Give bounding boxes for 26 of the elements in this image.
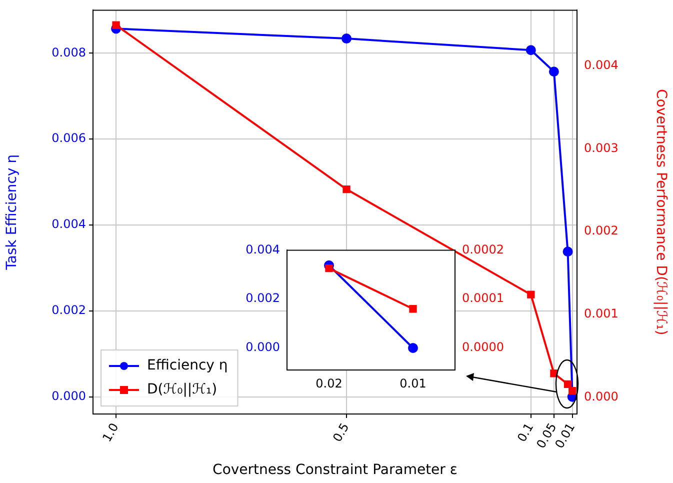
y-axis-title: Task Efficiency η xyxy=(4,154,20,271)
y-tick-label: 0.004 xyxy=(52,217,86,232)
y2-tick-label: 0.0000 xyxy=(462,340,504,354)
legend-label: D(ℋ₀||ℋ₁) xyxy=(147,382,218,398)
y-tick-label: 0.002 xyxy=(246,291,280,306)
y2-tick-label: 0.0002 xyxy=(462,242,504,256)
x-axis-title: Covertness Constraint Parameter ε xyxy=(212,462,458,478)
y-tick-label: 0.006 xyxy=(52,131,86,146)
y2-tick-label: 0.001 xyxy=(584,306,618,321)
y-tick-label: 0.008 xyxy=(52,45,86,60)
y-tick-label: 0.000 xyxy=(246,340,280,354)
y2-tick-label: 0.003 xyxy=(584,140,618,155)
y-tick-label: 0.000 xyxy=(52,388,86,403)
x-tick-label: 0.1 xyxy=(514,420,536,444)
x-tick-label: 0.5 xyxy=(330,420,352,444)
x-tick-label: 0.02 xyxy=(316,376,342,390)
y2-axis-title: Covertness Performance D(ℋ₀||ℋ₁) xyxy=(652,88,669,336)
y2-tick-label: 0.004 xyxy=(584,58,618,72)
y-tick-label: 0.004 xyxy=(246,242,280,256)
legend-label: Efficiency η xyxy=(147,358,228,374)
y2-tick-label: 0.0001 xyxy=(462,291,504,306)
x-tick-label: 1.0 xyxy=(100,420,122,444)
y2-tick-label: 0.002 xyxy=(584,224,618,238)
y2-tick-label: 0.000 xyxy=(584,390,618,404)
y-tick-label: 0.002 xyxy=(52,303,86,318)
x-tick-label: 0.01 xyxy=(400,376,426,390)
